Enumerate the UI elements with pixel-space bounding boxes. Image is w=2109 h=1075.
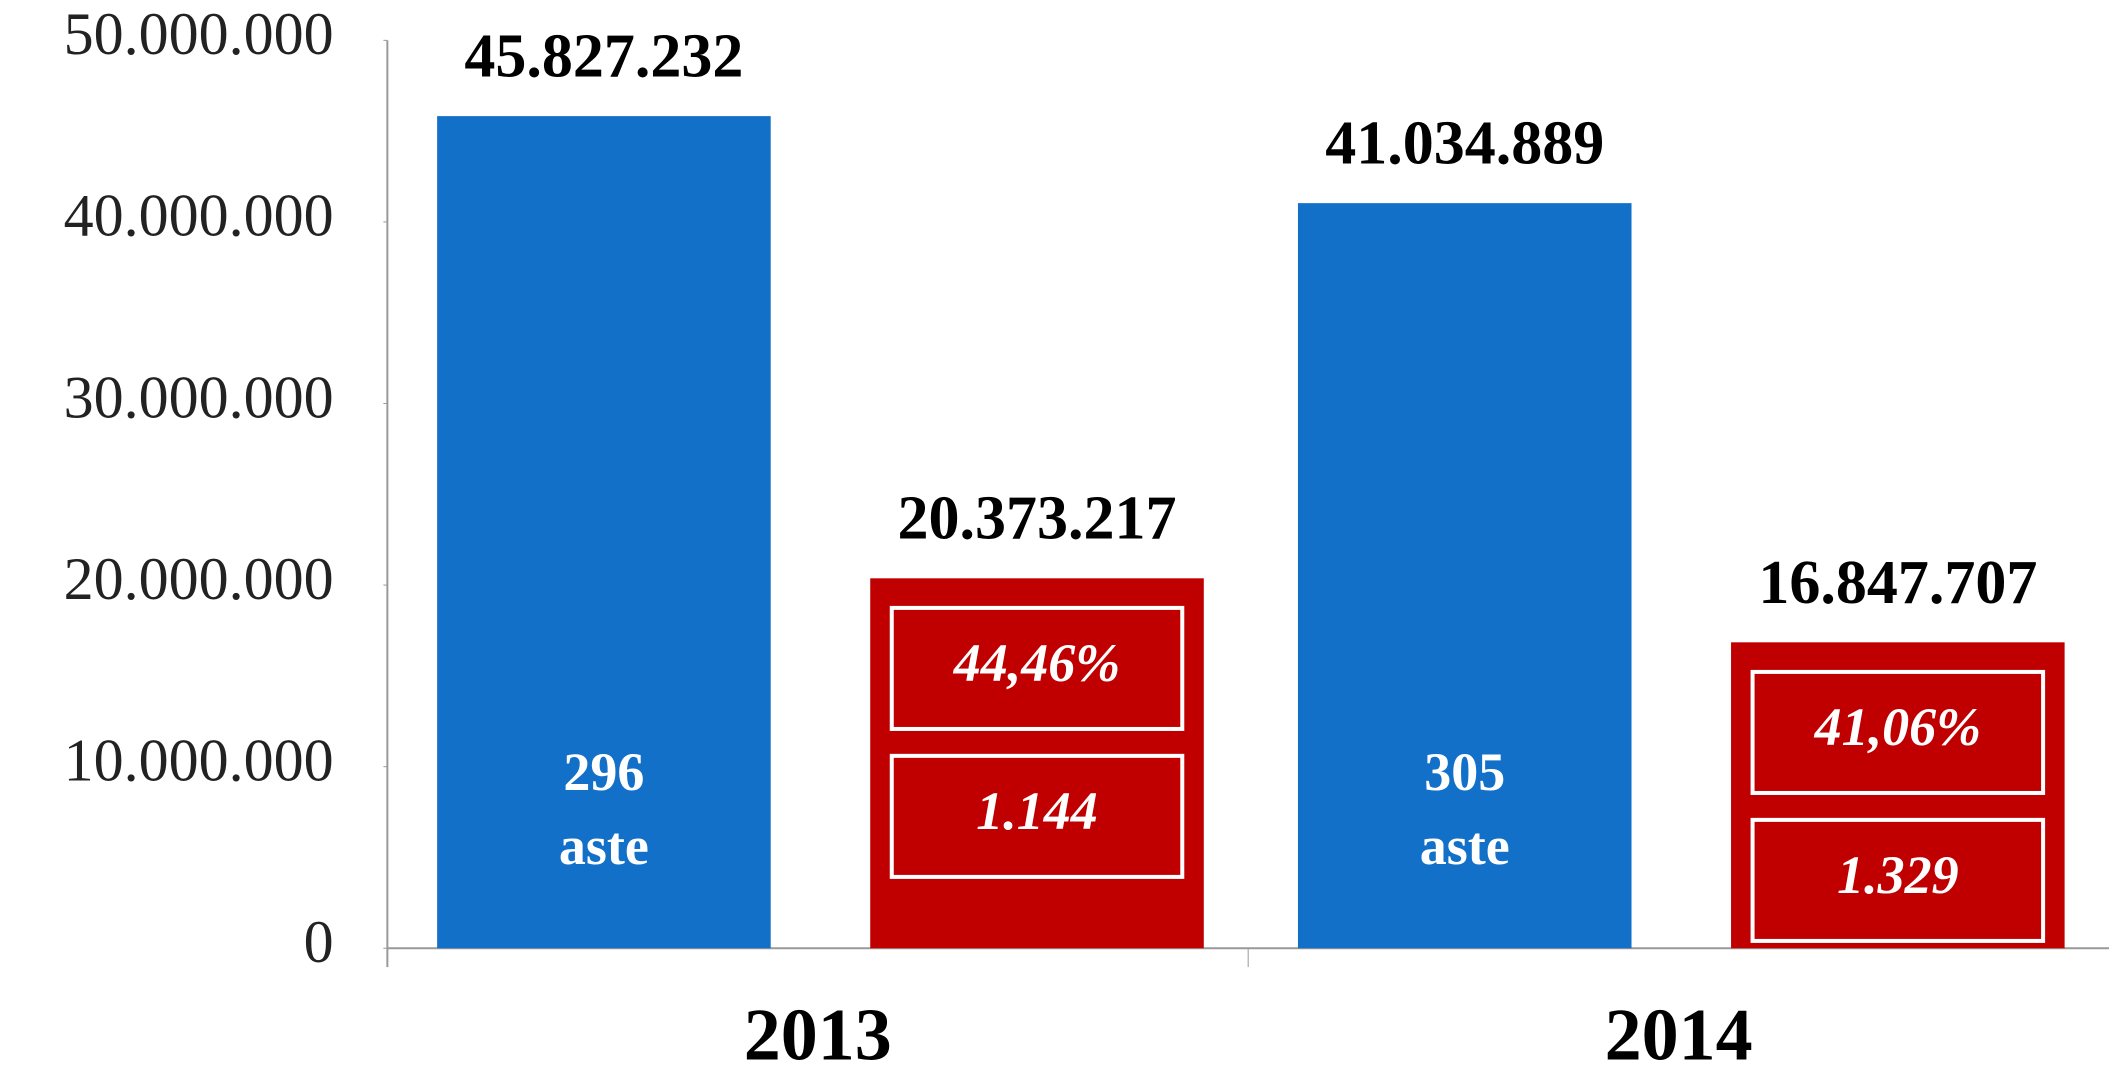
value-label: 45.827.232 <box>464 23 743 91</box>
bar-annotation: 296 <box>563 742 644 802</box>
value-label: 16.847.707 <box>1758 549 2037 617</box>
y-tick-label: 10.000.000 <box>64 727 334 793</box>
y-tick-label: 40.000.000 <box>64 183 334 249</box>
box-annotation: 44,46% <box>953 633 1120 693</box>
bar <box>1731 642 2065 949</box>
bar <box>870 578 1204 949</box>
annotation-box <box>1750 669 2046 795</box>
annotation-box <box>1750 817 2046 943</box>
box-annotation: 1.144 <box>976 781 1098 841</box>
y-tick-label: 30.000.000 <box>64 364 334 430</box>
y-tick-label: 50.000.000 <box>64 1 334 67</box>
bar-annotation: aste <box>1420 816 1510 876</box>
value-label: 20.373.217 <box>898 485 1177 553</box>
bar-annotation: aste <box>559 816 649 876</box>
bar <box>1297 203 1632 949</box>
x-tick-label: 2013 <box>744 994 892 1075</box>
x-tick-label: 2014 <box>1605 994 1753 1075</box>
annotation-box <box>889 605 1185 731</box>
bar-annotation: 305 <box>1424 742 1505 802</box>
value-label: 41.034.889 <box>1325 110 1604 178</box>
y-tick-label: 0 <box>304 909 334 975</box>
box-annotation: 41,06% <box>1814 697 1981 757</box>
annotation-box <box>889 753 1185 879</box>
bar <box>437 116 771 949</box>
y-tick-label: 20.000.000 <box>64 546 334 612</box>
box-annotation: 1.329 <box>1837 845 1959 905</box>
